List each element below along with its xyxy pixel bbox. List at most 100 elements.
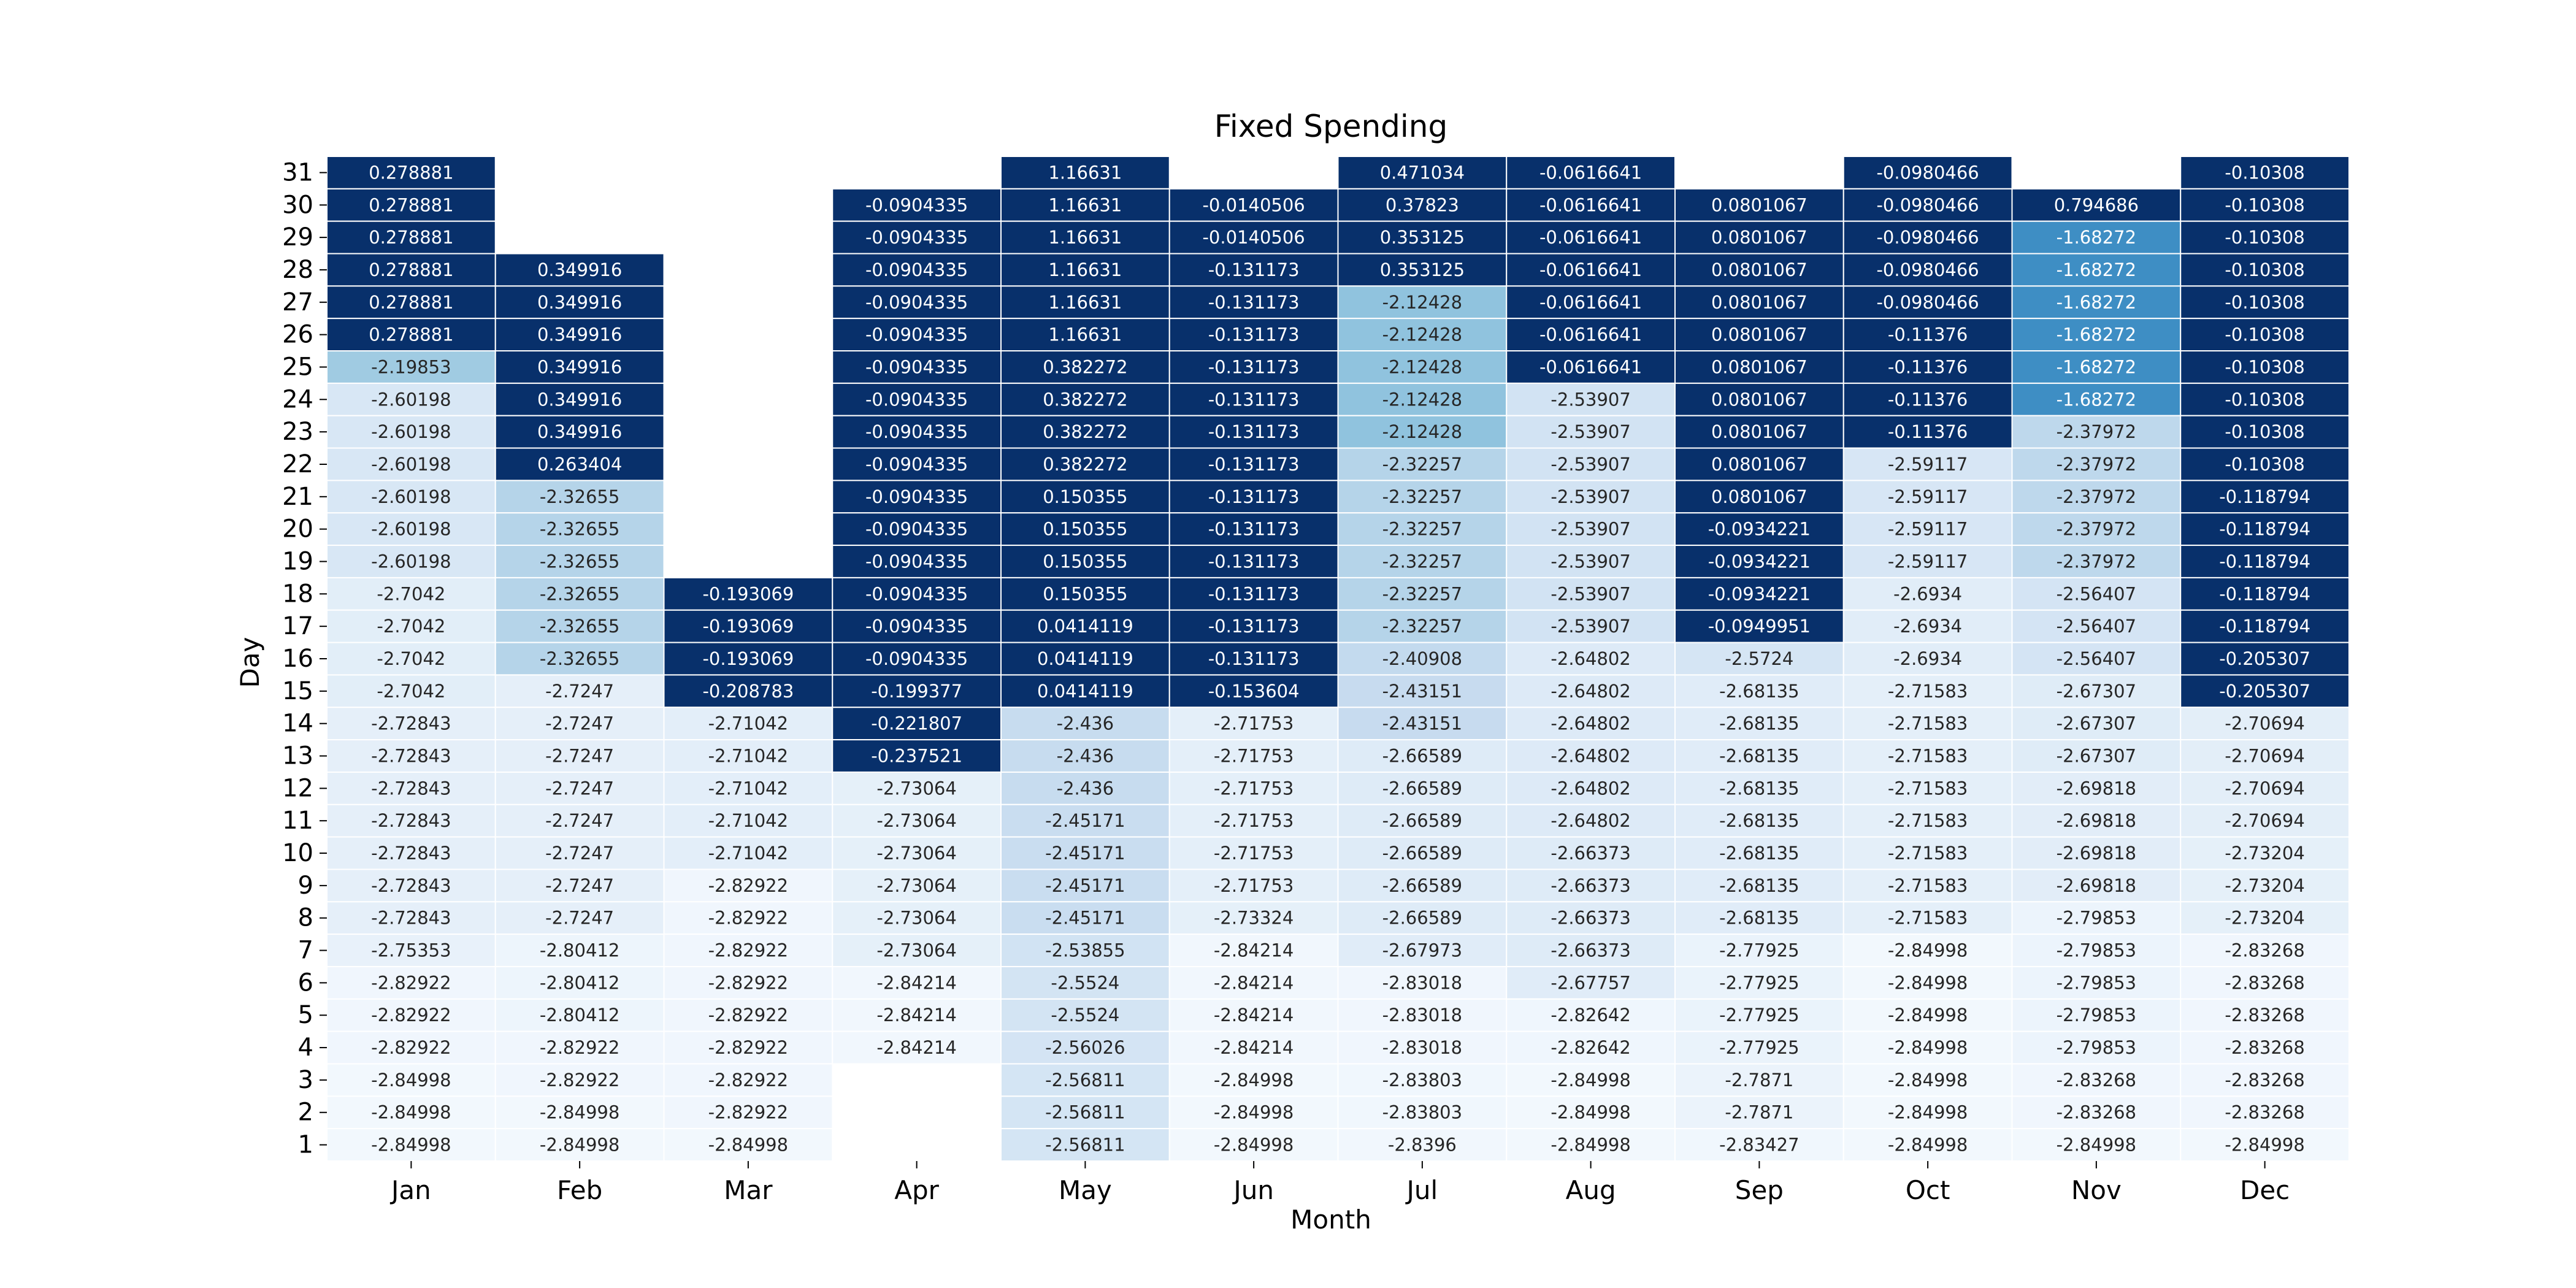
heatmap-cell bbox=[1842, 609, 2013, 643]
heatmap-cell bbox=[494, 253, 665, 287]
heatmap-cell-label: -0.237521 bbox=[871, 746, 962, 767]
heatmap-cell-label: 1.16631 bbox=[1048, 292, 1122, 313]
heatmap-cell-label: 0.382272 bbox=[1043, 356, 1127, 377]
heatmap-cell bbox=[1506, 285, 1676, 320]
heatmap-cell-label: -1.68272 bbox=[2057, 259, 2136, 280]
heatmap-cell bbox=[494, 998, 665, 1032]
heatmap-cell-label: -2.53907 bbox=[1551, 583, 1630, 604]
y-tick-label: 20 bbox=[282, 515, 313, 543]
heatmap-cell-label: -2.67307 bbox=[2057, 746, 2136, 767]
heatmap-cell-label: 1.16631 bbox=[1048, 227, 1122, 248]
y-axis-label: Day bbox=[235, 637, 265, 688]
heatmap-cell bbox=[663, 1063, 834, 1097]
heatmap-cell-label: -2.64802 bbox=[1551, 681, 1630, 702]
heatmap-cell bbox=[1842, 642, 2013, 676]
heatmap-cell bbox=[1506, 771, 1676, 805]
heatmap-cell bbox=[1506, 933, 1676, 967]
x-tick-label: Oct bbox=[1906, 1175, 1950, 1205]
heatmap-cell-label: -2.83268 bbox=[2225, 1037, 2304, 1058]
heatmap-cell bbox=[1506, 836, 1676, 870]
heatmap-cell bbox=[1337, 156, 1508, 190]
heatmap-cell-label: -2.64802 bbox=[1551, 810, 1630, 831]
heatmap-cell bbox=[1842, 253, 2013, 287]
heatmap-cell-label: -0.0904335 bbox=[865, 486, 968, 507]
heatmap-cell-label: -1.68272 bbox=[2057, 324, 2136, 345]
heatmap-cell-label: 0.349916 bbox=[537, 421, 622, 442]
heatmap-cell-label: -2.56811 bbox=[1045, 1070, 1125, 1091]
heatmap-cell bbox=[1337, 998, 1508, 1032]
heatmap-cell-label: -0.0904335 bbox=[865, 259, 968, 280]
heatmap-cell bbox=[1337, 447, 1508, 481]
heatmap-cell-label: -2.82922 bbox=[708, 972, 788, 993]
y-tick-label: 8 bbox=[298, 904, 313, 932]
heatmap-cell-label: -0.0616641 bbox=[1539, 356, 1642, 377]
heatmap-cell bbox=[2180, 933, 2350, 967]
heatmap-cell-label: -0.0904335 bbox=[865, 356, 968, 377]
heatmap-cell-label: -2.73324 bbox=[1214, 908, 1294, 929]
heatmap-cell-label: -2.80412 bbox=[540, 940, 619, 961]
heatmap-cell bbox=[1842, 318, 2013, 352]
heatmap-cell-label: -0.0980466 bbox=[1876, 292, 1979, 313]
y-tick-label: 15 bbox=[282, 677, 313, 705]
heatmap-cell bbox=[1842, 1030, 2013, 1065]
heatmap-cell-label: 0.278881 bbox=[369, 324, 453, 345]
heatmap-cell bbox=[832, 707, 1002, 741]
heatmap-cell-label: -2.70694 bbox=[2225, 746, 2304, 767]
heatmap-cell bbox=[832, 836, 1002, 870]
y-tick-label: 11 bbox=[282, 807, 313, 835]
heatmap-cell bbox=[326, 933, 496, 967]
heatmap-cell bbox=[1842, 868, 2013, 903]
heatmap-cell-label: -2.83268 bbox=[2225, 1005, 2304, 1025]
heatmap-cell bbox=[1506, 965, 1676, 1000]
heatmap-cell bbox=[494, 642, 665, 676]
heatmap-cell-label: -2.84214 bbox=[876, 972, 956, 993]
heatmap-cell-label: -0.199377 bbox=[871, 681, 962, 702]
heatmap-cell-label: -2.436 bbox=[1057, 713, 1114, 734]
heatmap-cell-label: -2.83268 bbox=[2057, 1102, 2136, 1123]
heatmap-cell-label: -2.56407 bbox=[2057, 583, 2136, 604]
heatmap-cell-label: 0.263404 bbox=[537, 454, 622, 475]
heatmap-cell-label: -2.66373 bbox=[1551, 940, 1630, 961]
heatmap-cell-label: -2.7042 bbox=[377, 648, 445, 669]
y-tick-label: 30 bbox=[282, 191, 313, 219]
heatmap-cell bbox=[663, 836, 834, 870]
heatmap-cell-label: -2.32257 bbox=[1382, 486, 1462, 507]
heatmap-cell-label: -0.193069 bbox=[702, 616, 794, 637]
heatmap-cell bbox=[832, 642, 1002, 676]
heatmap-cell bbox=[2180, 156, 2350, 190]
heatmap-cell-label: 0.349916 bbox=[537, 389, 622, 410]
heatmap-cell-label: 0.0801067 bbox=[1711, 292, 1807, 313]
x-tick-label: Jan bbox=[389, 1175, 431, 1205]
heatmap-cell-label: -2.82922 bbox=[371, 972, 451, 993]
heatmap-cell-label: -2.45171 bbox=[1045, 810, 1125, 831]
heatmap-cell-label: -2.84998 bbox=[1888, 1037, 1968, 1058]
heatmap-cell-label: -2.7247 bbox=[545, 810, 614, 831]
heatmap-cell-label: -2.53907 bbox=[1551, 454, 1630, 475]
heatmap-cell-label: -2.66589 bbox=[1382, 778, 1462, 799]
heatmap-cell-label: -2.60198 bbox=[371, 551, 451, 572]
heatmap-cell-label: -2.7247 bbox=[545, 778, 614, 799]
heatmap-cell bbox=[832, 771, 1002, 805]
heatmap-cell-label: -2.32257 bbox=[1382, 454, 1462, 475]
heatmap-cell bbox=[1000, 447, 1170, 481]
heatmap-cell-label: -2.82922 bbox=[540, 1070, 619, 1091]
heatmap-cell-label: -0.10308 bbox=[2225, 259, 2304, 280]
x-tick-label: Aug bbox=[1566, 1175, 1616, 1205]
x-axis-ticks: Jan Feb Mar Apr May Jun Jul Aug Sep Oct Nov Dec bbox=[389, 1161, 2290, 1205]
heatmap-cell-label: -0.208783 bbox=[702, 681, 794, 702]
heatmap-cell-label: -2.71583 bbox=[1888, 810, 1968, 831]
heatmap-cell-label: 0.0414119 bbox=[1037, 648, 1133, 669]
heatmap-cell bbox=[1674, 836, 1844, 870]
heatmap-cell bbox=[832, 188, 1002, 222]
heatmap-cell-label: -0.0904335 bbox=[865, 292, 968, 313]
heatmap-cell-label: 0.278881 bbox=[369, 194, 453, 215]
heatmap-cell-label: -0.11376 bbox=[1888, 356, 1968, 377]
heatmap-cell-label: -2.64802 bbox=[1551, 648, 1630, 669]
heatmap-cell bbox=[1506, 1095, 1676, 1130]
heatmap-cell-label: -2.71753 bbox=[1214, 843, 1294, 864]
heatmap-cell-label: -2.82922 bbox=[708, 1005, 788, 1025]
heatmap-cell bbox=[2180, 577, 2350, 611]
heatmap-cell bbox=[494, 771, 665, 805]
heatmap-cell-label: -2.71583 bbox=[1888, 908, 1968, 929]
heatmap-cell bbox=[1168, 771, 1339, 805]
